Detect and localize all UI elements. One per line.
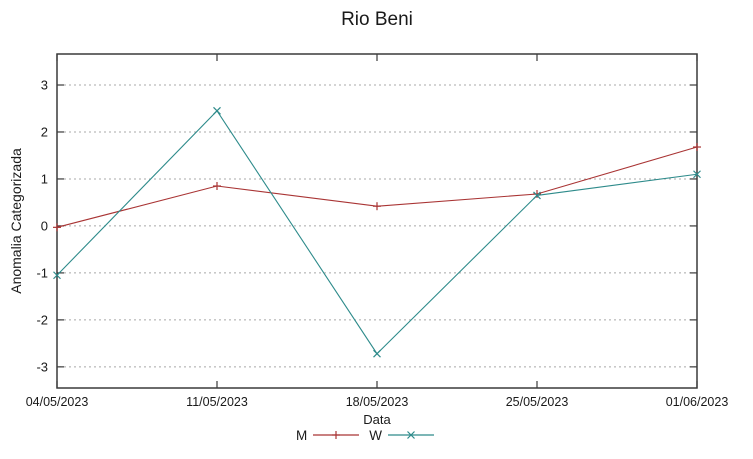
y-tick-label: -1 [36, 265, 48, 280]
y-tick-label: -2 [36, 312, 48, 327]
legend: M W [296, 427, 444, 443]
legend-line-sample-m [313, 431, 360, 439]
y-tick-label: -3 [36, 359, 48, 374]
gridlines [59, 84, 695, 368]
plot-border [56, 53, 698, 389]
x-tick-label: 25/05/2023 [506, 395, 569, 409]
x-tick-label: 11/05/2023 [186, 395, 248, 409]
legend-label-w: W [369, 427, 382, 443]
x-tick-label: 18/05/2023 [346, 395, 409, 409]
chart-title: Rio Beni [341, 9, 413, 30]
x-tick-label: 04/05/2023 [26, 395, 89, 409]
y-tick-label: 0 [41, 218, 48, 233]
x-axis-ticks: 04/05/2023 11/05/2023 18/05/2023 25/05/2023… [26, 54, 729, 409]
legend-label-m: M [296, 427, 308, 443]
x-tick-label: 01/06/2023 [666, 395, 729, 409]
series-line-w [53, 106, 701, 358]
y-tick-label: 1 [41, 171, 48, 186]
y-tick-label: 3 [41, 78, 48, 93]
y-tick-label: 2 [41, 124, 48, 139]
x-axis-label: Data [363, 412, 391, 427]
series-line-m [53, 143, 701, 232]
legend-line-sample-w [388, 431, 434, 439]
